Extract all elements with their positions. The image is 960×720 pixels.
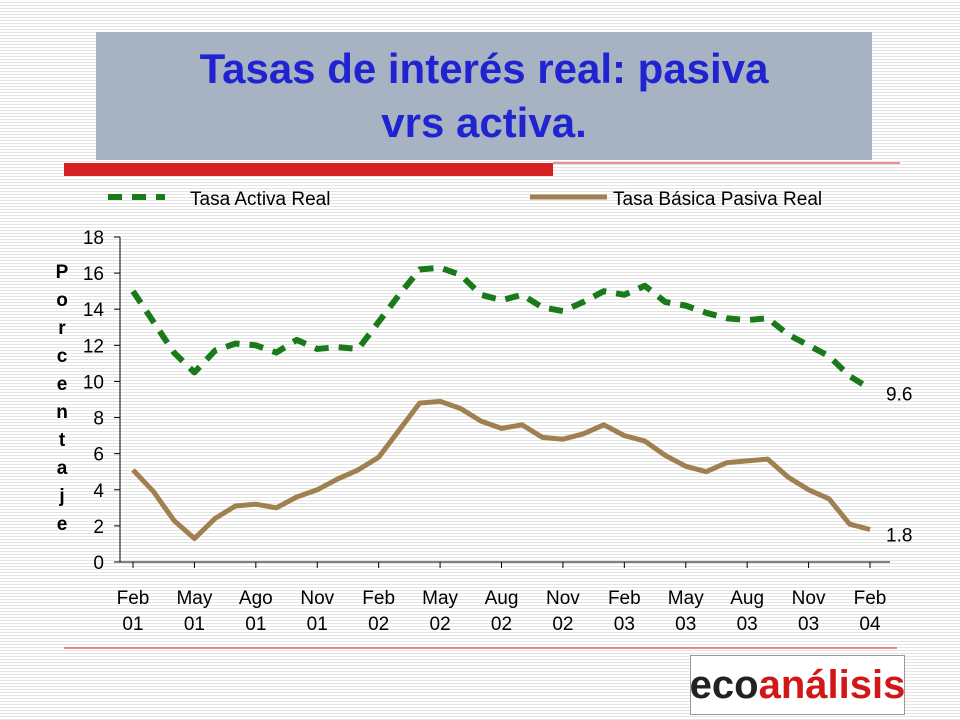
x-tick-label: Feb 01 xyxy=(117,588,150,635)
logo: eco análisis xyxy=(690,655,905,715)
x-tick-label: Aug 03 xyxy=(730,588,764,635)
y-tick-label: 14 xyxy=(83,300,105,321)
x-tick-label: Nov 01 xyxy=(300,588,334,635)
line-series xyxy=(131,398,871,542)
title-box: Tasas de interés real: pasiva vrs activa… xyxy=(96,32,872,160)
chart-title: Tasas de interés real: pasiva vrs activa… xyxy=(199,45,769,146)
legend-label: Tasa Activa Real xyxy=(190,189,330,210)
logo-suffix: análisis xyxy=(758,662,906,707)
y-tick-label: 4 xyxy=(93,481,104,502)
y-tick-label: 2 xyxy=(93,517,104,538)
y-tick-label: 10 xyxy=(83,372,104,393)
x-tick-label: Feb 04 xyxy=(854,588,887,635)
x-tick-label: Nov 02 xyxy=(546,588,580,635)
end-value-label: 1.8 xyxy=(886,526,912,547)
line-series xyxy=(130,264,872,392)
red-bar xyxy=(64,163,553,176)
x-tick-label: Feb 02 xyxy=(362,588,395,635)
x-tick-label: May 03 xyxy=(668,588,704,635)
y-tick-label: 18 xyxy=(83,228,104,249)
x-tick-label: Aug 02 xyxy=(485,588,519,635)
x-tick-label: Ago 01 xyxy=(239,588,273,635)
legend-label: Tasa Básica Pasiva Real xyxy=(613,189,822,210)
y-tick-label: 16 xyxy=(83,264,104,285)
y-tick-label: 8 xyxy=(93,409,104,430)
x-tick-label: Feb 03 xyxy=(608,588,641,635)
x-tick-label: May 02 xyxy=(422,588,458,635)
x-tick-label: May 01 xyxy=(176,588,212,635)
y-tick-label: 12 xyxy=(83,336,104,357)
end-value-label: 9.6 xyxy=(886,385,912,406)
x-tick-label: Nov 03 xyxy=(792,588,826,635)
logo-prefix: eco xyxy=(689,662,759,707)
y-tick-label: 0 xyxy=(93,553,104,574)
y-tick-label: 6 xyxy=(93,445,104,466)
